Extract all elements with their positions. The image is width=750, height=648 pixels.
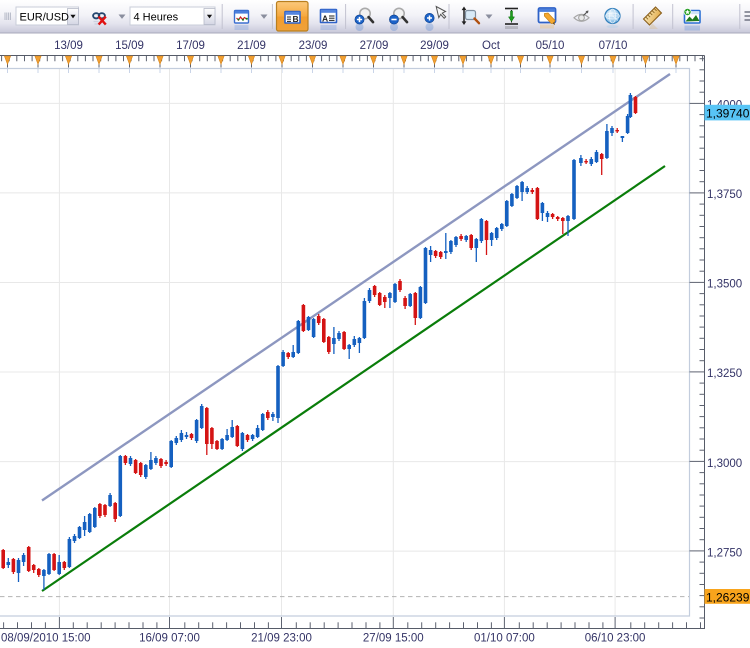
svg-text:21/09: 21/09 [237, 40, 266, 52]
svg-text:27/09 15:00: 27/09 15:00 [363, 633, 424, 645]
svg-text:17/09: 17/09 [176, 40, 205, 52]
svg-text:15/09: 15/09 [115, 40, 144, 52]
svg-text:1,3250: 1,3250 [707, 368, 742, 380]
svg-text:1,39740: 1,39740 [706, 107, 750, 121]
svg-text:06/10 23:00: 06/10 23:00 [585, 633, 646, 645]
svg-text:EUR/USD: EUR/USD [20, 12, 70, 24]
svg-text:1,3500: 1,3500 [707, 279, 742, 291]
svg-text:1,3000: 1,3000 [707, 458, 742, 470]
svg-text:4 Heures: 4 Heures [134, 12, 179, 24]
svg-text:16/09 07:00: 16/09 07:00 [139, 633, 200, 645]
svg-text:07/10: 07/10 [599, 40, 628, 52]
svg-text:23/09: 23/09 [299, 40, 328, 52]
svg-text:1,2750: 1,2750 [707, 547, 742, 559]
svg-text:1,3750: 1,3750 [707, 189, 742, 201]
svg-text:21/09 23:00: 21/09 23:00 [251, 633, 312, 645]
svg-text:1,26239: 1,26239 [706, 590, 750, 604]
svg-text:13/09: 13/09 [54, 40, 83, 52]
svg-text:27/09: 27/09 [360, 40, 389, 52]
svg-text:05/10: 05/10 [536, 40, 565, 52]
svg-text:29/09: 29/09 [420, 40, 449, 52]
svg-text:08/09/2010 15:00: 08/09/2010 15:00 [1, 633, 91, 645]
svg-text:01/10 07:00: 01/10 07:00 [474, 633, 535, 645]
svg-text:A: A [322, 14, 328, 24]
svg-text:Oct: Oct [482, 40, 501, 52]
svg-text:B: B [293, 14, 299, 24]
